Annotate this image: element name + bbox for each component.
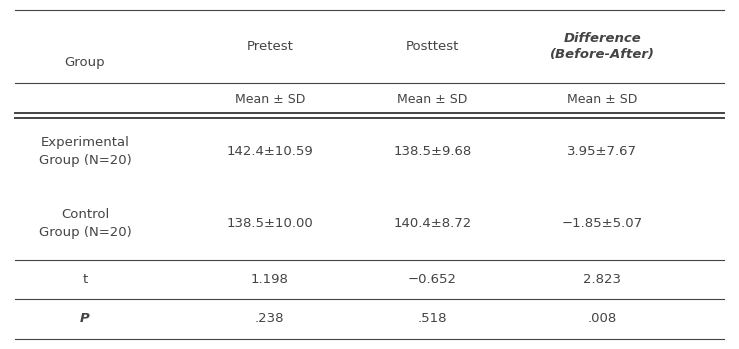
Text: 142.4±10.59: 142.4±10.59 [226, 145, 313, 158]
Text: 3.95±7.67: 3.95±7.67 [568, 145, 637, 158]
Text: 138.5±10.00: 138.5±10.00 [226, 217, 313, 230]
Text: Group: Group [65, 57, 105, 69]
Text: Posttest: Posttest [406, 40, 459, 53]
Text: 1.198: 1.198 [251, 273, 289, 286]
Text: .008: .008 [588, 312, 617, 325]
Text: Pretest: Pretest [246, 40, 293, 53]
Text: P: P [80, 312, 90, 325]
Text: Difference
(Before-After): Difference (Before-After) [550, 32, 655, 61]
Text: Mean ± SD: Mean ± SD [397, 92, 468, 105]
Text: −0.652: −0.652 [408, 273, 457, 286]
Text: Mean ± SD: Mean ± SD [234, 92, 305, 105]
Text: 140.4±8.72: 140.4±8.72 [393, 217, 471, 230]
Text: 2.823: 2.823 [583, 273, 621, 286]
Text: .518: .518 [418, 312, 447, 325]
Text: −1.85±5.07: −1.85±5.07 [562, 217, 643, 230]
Text: Mean ± SD: Mean ± SD [567, 92, 638, 105]
Text: t: t [82, 273, 88, 286]
Text: Experimental
Group (N=20): Experimental Group (N=20) [38, 136, 132, 167]
Text: 138.5±9.68: 138.5±9.68 [393, 145, 471, 158]
Text: Control
Group (N=20): Control Group (N=20) [38, 208, 132, 239]
Text: .238: .238 [255, 312, 285, 325]
